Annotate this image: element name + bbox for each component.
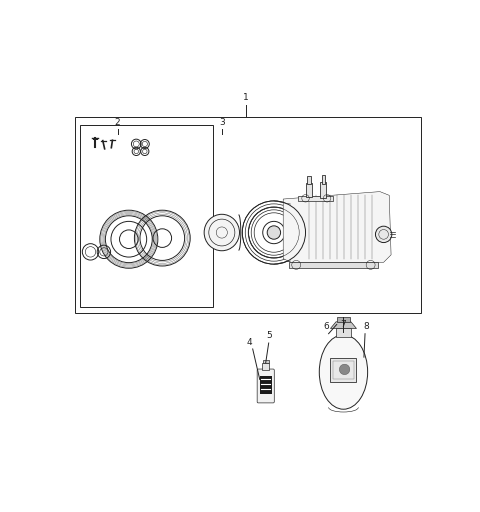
Bar — [321, 182, 326, 198]
Text: 8: 8 — [364, 322, 370, 331]
Text: 6: 6 — [323, 322, 329, 331]
Text: 4: 4 — [247, 338, 252, 347]
Bar — [75, 117, 421, 312]
Bar — [289, 262, 378, 268]
Bar — [330, 358, 357, 382]
Text: 5: 5 — [266, 331, 272, 340]
Polygon shape — [283, 191, 391, 262]
Bar — [81, 124, 213, 307]
Bar — [298, 196, 334, 201]
Circle shape — [339, 364, 350, 375]
Text: 3: 3 — [219, 118, 225, 127]
Bar — [260, 376, 272, 394]
Bar — [305, 183, 312, 197]
Bar — [336, 329, 351, 337]
Polygon shape — [330, 322, 357, 329]
Ellipse shape — [319, 335, 368, 409]
Bar — [307, 176, 311, 184]
FancyBboxPatch shape — [257, 369, 274, 403]
Text: 2: 2 — [115, 118, 120, 127]
Ellipse shape — [204, 215, 240, 251]
Text: 1: 1 — [243, 93, 249, 102]
Bar — [262, 364, 269, 370]
Text: 7: 7 — [341, 320, 347, 329]
Circle shape — [375, 226, 392, 243]
Bar — [263, 360, 269, 364]
Bar — [93, 138, 98, 140]
Bar — [322, 175, 325, 184]
Bar — [333, 361, 354, 379]
Circle shape — [267, 226, 281, 239]
Bar — [337, 317, 350, 322]
